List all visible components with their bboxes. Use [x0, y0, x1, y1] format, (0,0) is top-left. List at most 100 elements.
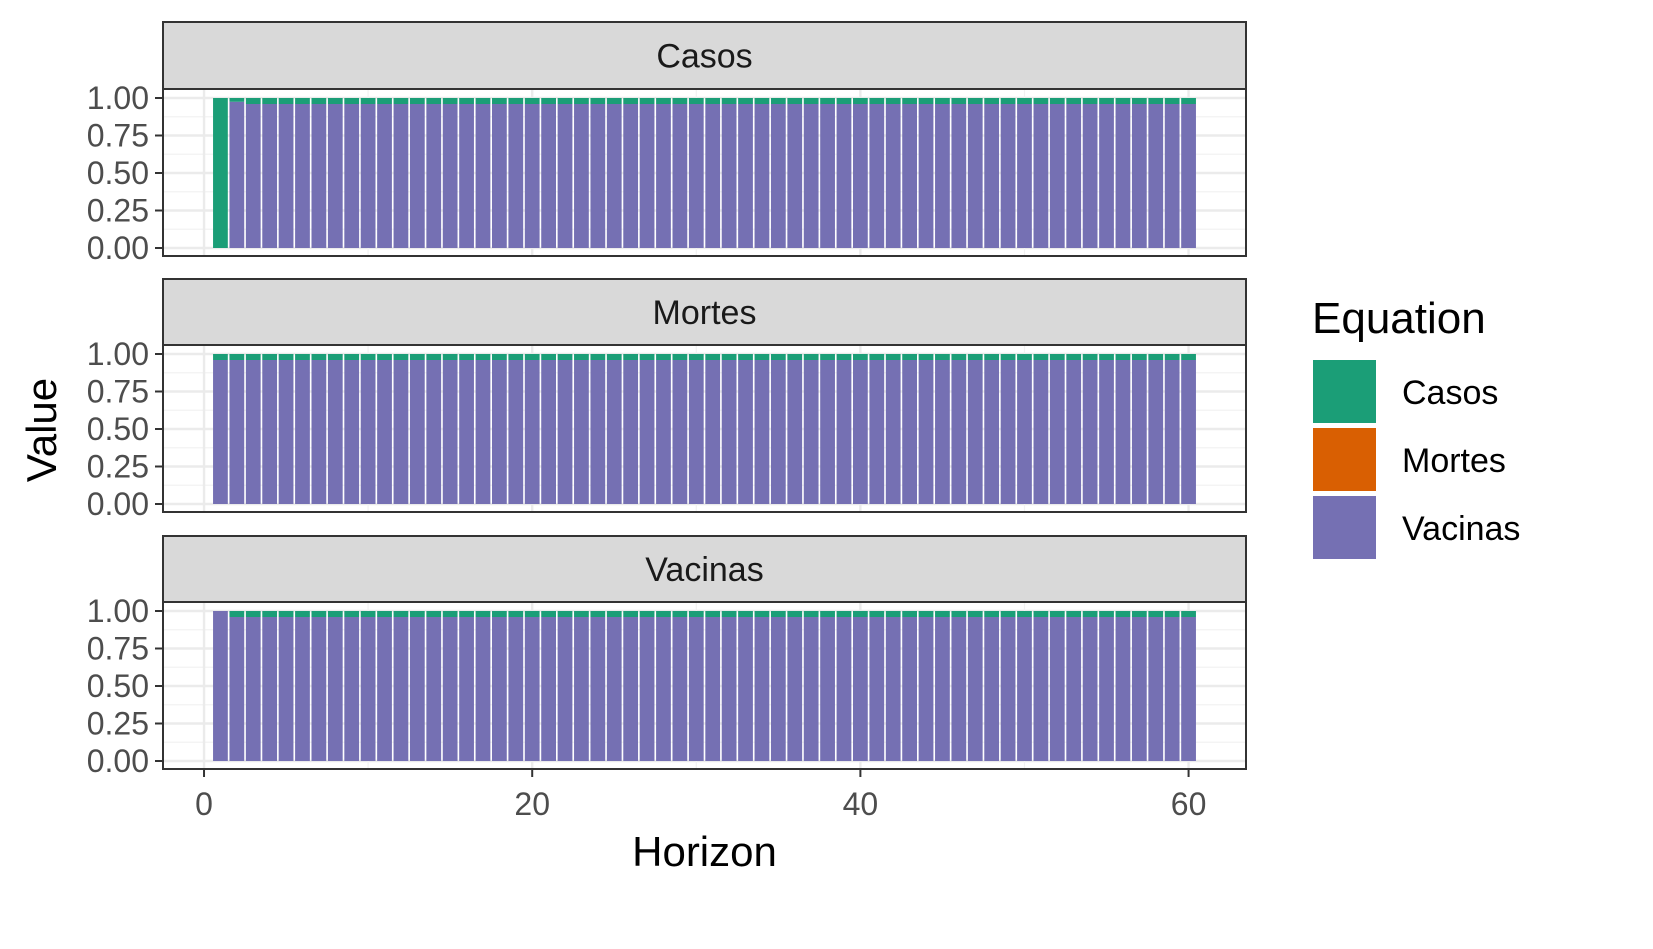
bar-segment-vacinas [1017, 104, 1032, 248]
bar-segment-vacinas [803, 360, 819, 504]
bar-segment-vacinas [770, 617, 786, 761]
bar-segment-vacinas [377, 617, 392, 761]
bar-segment-casos [574, 98, 589, 104]
bar-segment-casos [295, 98, 310, 104]
bar-segment-casos [1082, 611, 1098, 617]
bar-segment-casos [754, 611, 770, 617]
bar-segment-casos [967, 354, 983, 360]
bar-segment-casos [705, 354, 721, 360]
bar-segment-vacinas [951, 360, 967, 504]
bar-segment-vacinas [327, 617, 343, 761]
bar-segment-casos [1115, 354, 1131, 360]
bar-segment-vacinas [475, 360, 491, 504]
bar-segment-casos [327, 611, 343, 617]
bar-segment-vacinas [836, 617, 852, 761]
bar-segment-vacinas [606, 104, 622, 248]
bar-segment-casos [245, 98, 261, 104]
bar-segment-vacinas [245, 617, 261, 761]
bar-segment-vacinas [787, 360, 803, 504]
bar-segment-vacinas [393, 104, 409, 248]
bar-segment-vacinas [426, 104, 442, 248]
bar-segment-casos [360, 611, 376, 617]
bar-segment-vacinas [1099, 360, 1114, 504]
bar-segment-vacinas [574, 617, 589, 761]
bar-segment-vacinas [672, 360, 688, 504]
bar-segment-casos [853, 98, 868, 104]
bar-segment-casos [836, 98, 852, 104]
bar-segment-casos [853, 354, 868, 360]
bar-segment-vacinas [295, 617, 310, 761]
bar-segment-vacinas [1017, 360, 1032, 504]
bar-segment-casos [672, 611, 688, 617]
y-tick-label: 0.75 [87, 118, 149, 154]
bar-segment-casos [935, 611, 950, 617]
bar-segment-casos [557, 354, 573, 360]
bar-segment-casos [688, 98, 704, 104]
bar-segment-vacinas [902, 360, 917, 504]
bar-segment-casos [623, 354, 639, 360]
bar-segment-casos [672, 354, 688, 360]
bar-segment-vacinas [1131, 617, 1147, 761]
bar-segment-vacinas [1131, 360, 1147, 504]
bar-segment-casos [245, 354, 261, 360]
bar-segment-vacinas [967, 617, 983, 761]
y-tick-label: 0.00 [87, 743, 149, 779]
y-tick-label: 0.25 [87, 706, 149, 742]
bar-segment-casos [278, 98, 294, 104]
bar-segment-casos [738, 611, 753, 617]
bar-segment-casos [1017, 611, 1032, 617]
bar-segment-casos [754, 98, 770, 104]
bar-segment-casos [327, 98, 343, 104]
bar-segment-casos [524, 611, 540, 617]
y-tick-label: 0.50 [87, 411, 149, 447]
bar-segment-casos [672, 98, 688, 104]
bar-segment-vacinas [492, 104, 507, 248]
bar-segment-casos [508, 98, 524, 104]
bar-segment-casos [606, 98, 622, 104]
bar-segment-casos [935, 354, 950, 360]
bar-segment-vacinas [721, 360, 737, 504]
bar-segment-casos [1000, 98, 1016, 104]
bar-segment-casos [426, 98, 442, 104]
bar-segment-casos [1082, 98, 1098, 104]
bar-segment-vacinas [229, 360, 245, 504]
bar-segment-vacinas [557, 104, 573, 248]
bar-segment-vacinas [590, 104, 606, 248]
bar-segment-vacinas [1033, 360, 1049, 504]
bar-segment-vacinas [492, 617, 507, 761]
bar-segment-vacinas [820, 617, 835, 761]
bar-segment-casos [377, 354, 392, 360]
bar-segment-casos [508, 354, 524, 360]
bar-segment-vacinas [1000, 617, 1016, 761]
bar-segment-vacinas [1164, 104, 1180, 248]
bar-segment-vacinas [656, 617, 671, 761]
bar-segment-casos [1181, 611, 1196, 617]
bar-segment-casos [902, 98, 917, 104]
bar-segment-casos [1033, 98, 1049, 104]
bar-segment-vacinas [885, 104, 901, 248]
bar-segment-casos [951, 98, 967, 104]
bar-segment-vacinas [262, 617, 278, 761]
bar-segment-casos [475, 611, 491, 617]
bar-segment-vacinas [1115, 617, 1131, 761]
bar-segment-casos [278, 354, 294, 360]
bar-segment-casos [738, 354, 753, 360]
bar-segment-casos [935, 98, 950, 104]
bar-segment-casos [426, 354, 442, 360]
bar-segment-vacinas [311, 104, 327, 248]
bar-segment-casos [1164, 98, 1180, 104]
bar-segment-vacinas [1148, 104, 1164, 248]
bar-segment-vacinas [918, 360, 934, 504]
bar-segment-vacinas [754, 104, 770, 248]
bar-segment-casos [590, 98, 606, 104]
bar-segment-vacinas [688, 617, 704, 761]
bar-segment-casos [869, 98, 885, 104]
x-tick-label: 0 [195, 786, 213, 822]
bar-segment-casos [1033, 611, 1049, 617]
bar-segment-casos [803, 611, 819, 617]
bar-segment-casos [656, 354, 671, 360]
bar-segment-casos [606, 611, 622, 617]
bar-segment-vacinas [327, 360, 343, 504]
bar-segment-vacinas [213, 611, 228, 761]
bar-segment-vacinas [705, 104, 721, 248]
